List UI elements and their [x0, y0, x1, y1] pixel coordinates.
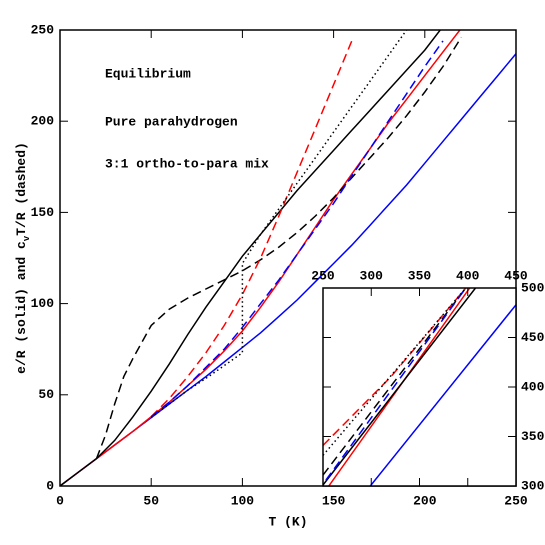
y-tick-label: 100: [31, 296, 55, 311]
y-tick-label: 0: [46, 478, 54, 493]
y-tick-label: 250: [31, 22, 55, 37]
x-tick-label: 250: [504, 493, 528, 508]
annotation: Pure parahydrogen: [105, 114, 238, 129]
y-tick-label: 200: [31, 114, 55, 129]
y-tick-label: 350: [521, 429, 545, 444]
x-tick-label: 450: [504, 268, 528, 283]
x-tick-label: 100: [231, 493, 255, 508]
y-tick-label: 400: [521, 379, 545, 394]
series-line: [60, 30, 461, 486]
y-axis-label-part: T/R (dashed): [14, 142, 29, 236]
series-line: [95, 36, 462, 459]
y-tick-label: 450: [521, 330, 545, 345]
series-line: [150, 40, 353, 418]
y-tick-label: 50: [38, 387, 54, 402]
y-tick-label: 300: [521, 478, 545, 493]
y-tick-label: 150: [31, 205, 55, 220]
inset-background: [323, 288, 516, 486]
series-line: [323, 288, 467, 456]
x-axis-label: T (K): [268, 514, 307, 529]
y-tick-label: 500: [521, 280, 545, 295]
series-line: [325, 288, 467, 481]
series-line: [369, 304, 516, 486]
annotation: Equilibrium: [105, 66, 191, 81]
series-line: [323, 288, 477, 486]
x-tick-label: 400: [456, 268, 480, 283]
x-tick-label: 50: [143, 493, 159, 508]
series-line: [323, 288, 467, 476]
x-tick-label: 300: [360, 268, 384, 283]
series-line: [60, 30, 442, 486]
x-tick-label: 0: [56, 493, 64, 508]
y-axis-label-part: v: [22, 235, 32, 241]
x-tick-label: 200: [413, 493, 437, 508]
plot-lines: [60, 30, 516, 486]
plot-frame: [59, 29, 517, 487]
plot-lines: [323, 288, 516, 486]
y-axis-label-part: e/R (solid) and c: [14, 241, 29, 374]
x-tick-label: 350: [408, 268, 432, 283]
x-tick-label: 150: [322, 493, 346, 508]
annotation: 3:1 ortho-to-para mix: [105, 156, 269, 171]
y-axis-label: e/R (solid) and cvT/R (dashed): [14, 142, 32, 374]
x-tick-label: 250: [311, 268, 335, 283]
